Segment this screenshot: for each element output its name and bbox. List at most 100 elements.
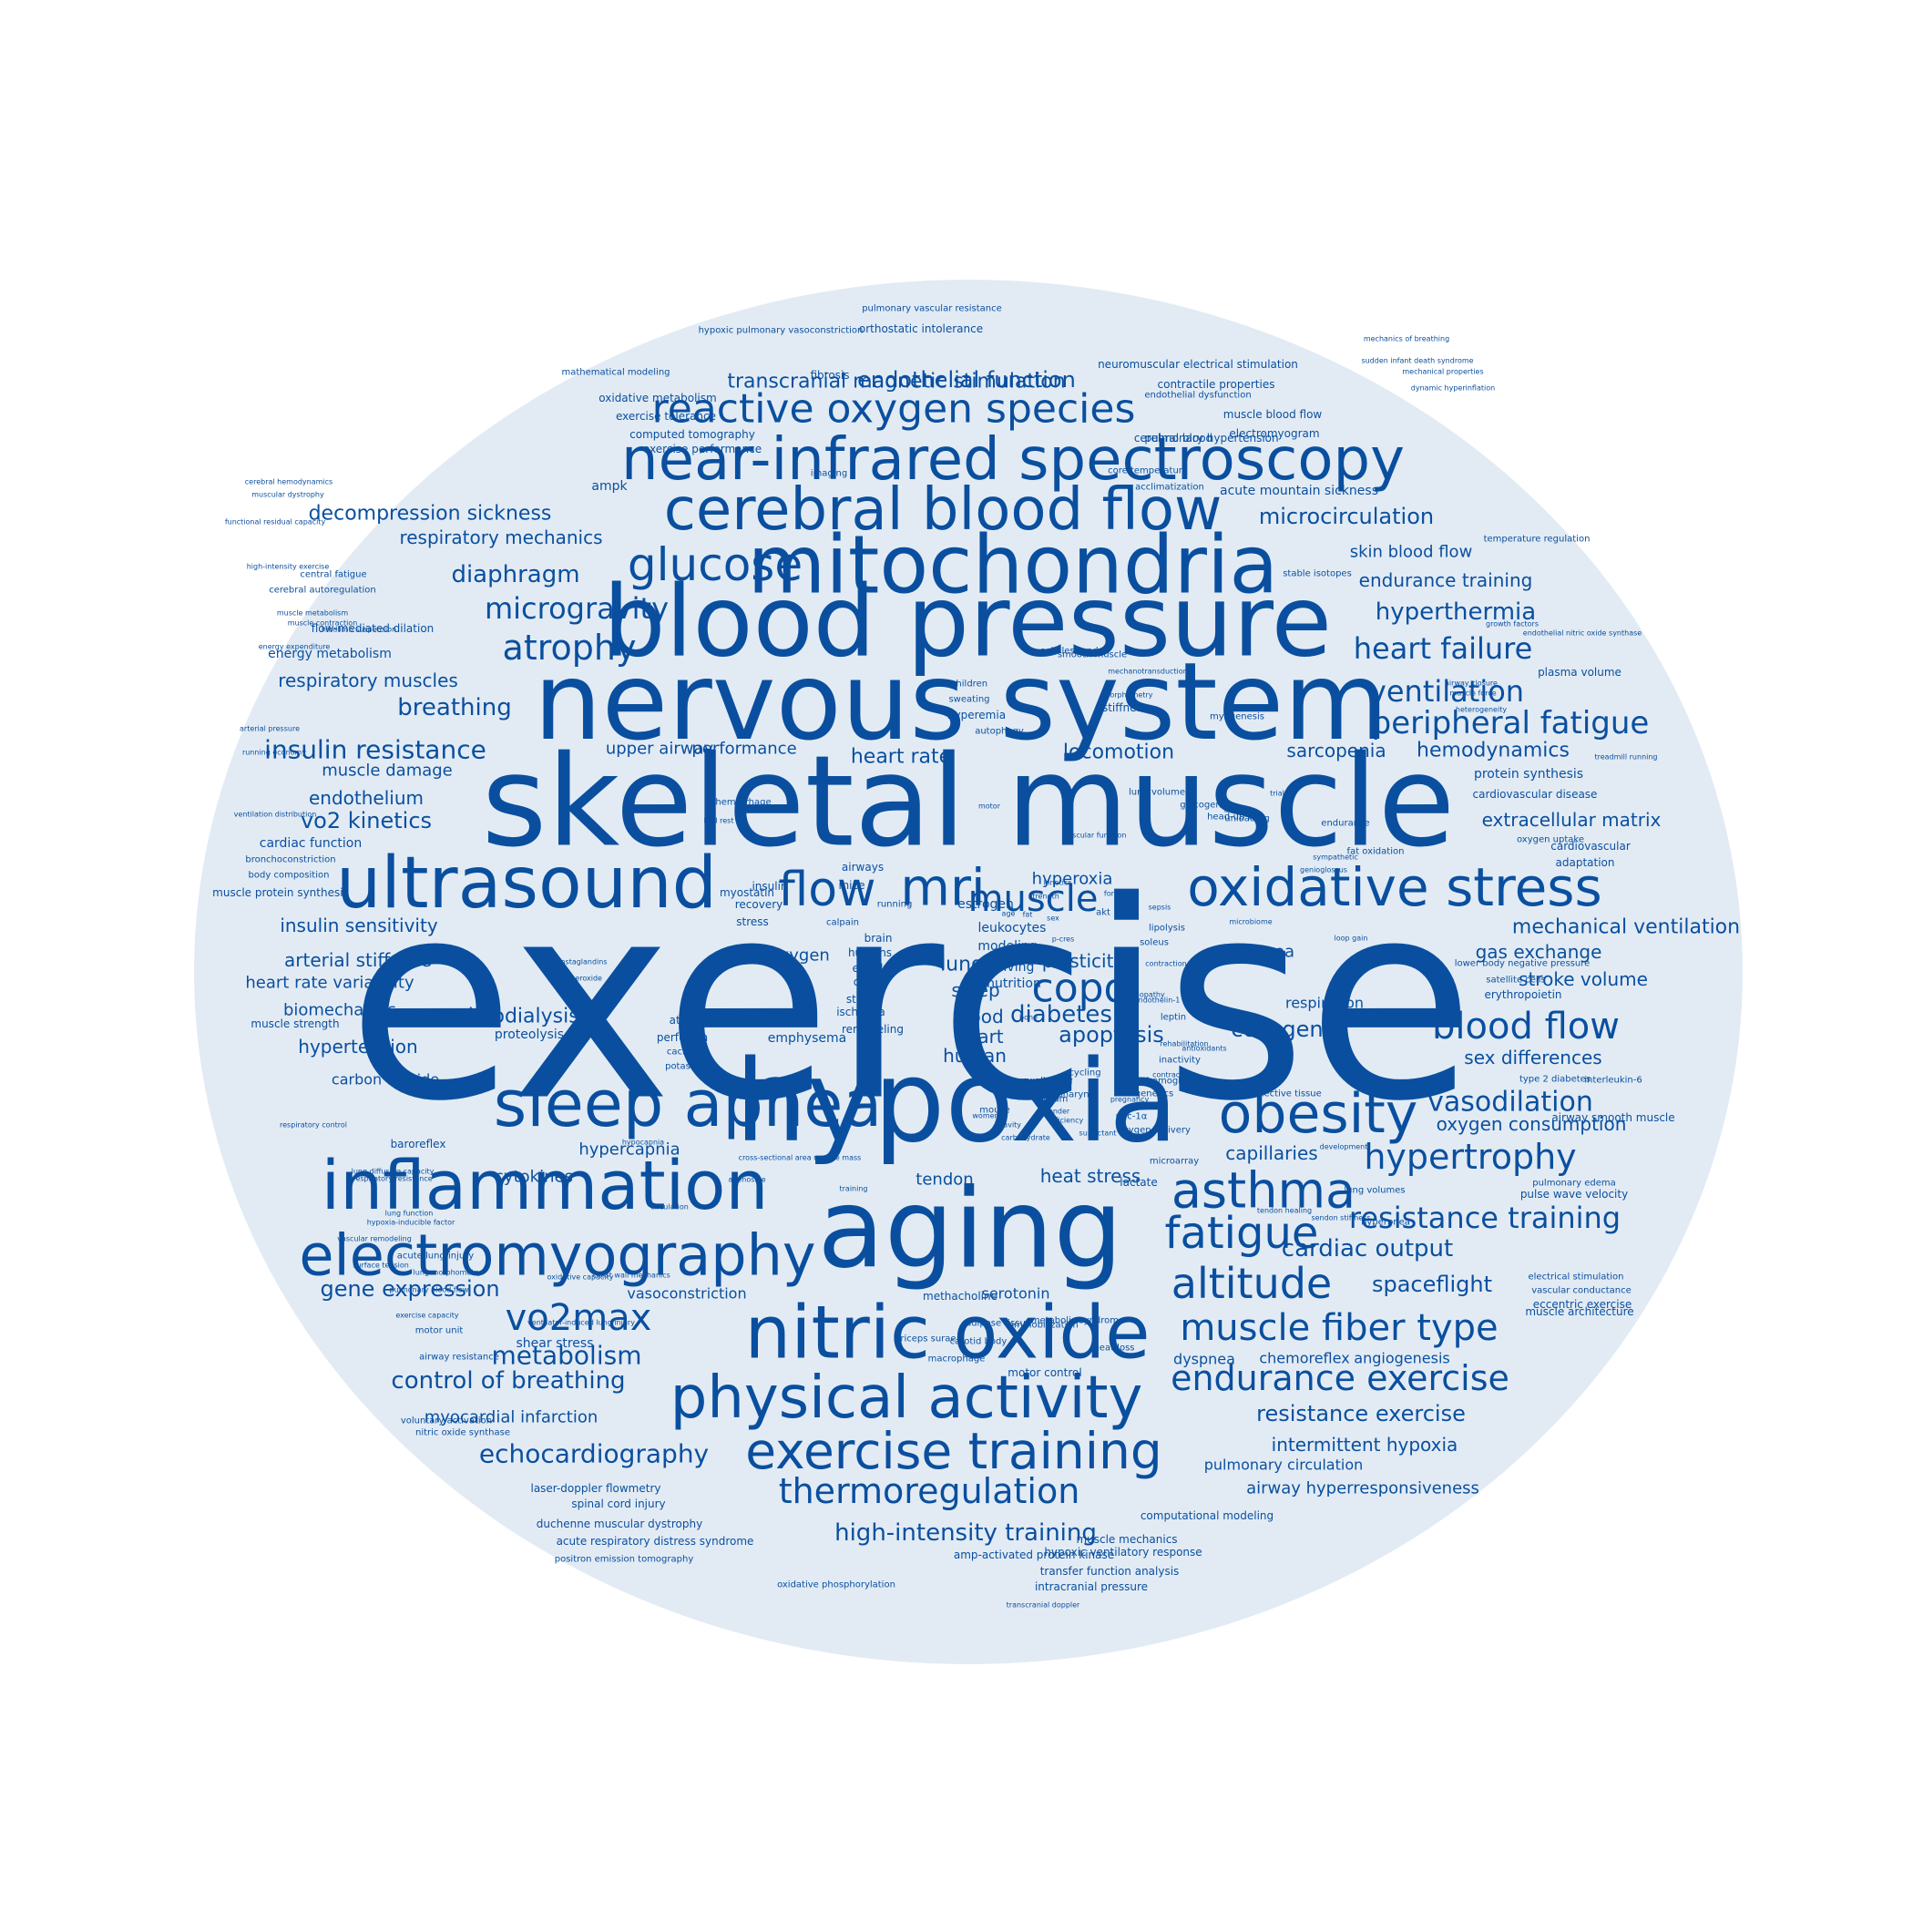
cloud-word: chest wall mechanics (592, 1272, 670, 1280)
cloud-word: pulmonary vascular resistance (862, 304, 1002, 314)
cloud-word: satellite cells (1486, 976, 1545, 986)
cloud-word: acclimatization (1135, 483, 1204, 493)
cloud-word: electromyography (299, 1222, 815, 1289)
cloud-word: shear stress (517, 1336, 594, 1351)
cloud-word: imaging (811, 469, 847, 479)
cloud-word: bone (1019, 1014, 1038, 1022)
cloud-word: hyperpnea (1361, 1218, 1410, 1228)
cloud-word: apoptosis (1059, 1022, 1164, 1048)
cloud-word: computational modeling (1141, 1509, 1274, 1522)
cloud-word: mitochondria (748, 518, 1279, 612)
cloud-word: acute lung injury (397, 1252, 475, 1262)
cloud-word: mechanics of breathing (1364, 335, 1449, 343)
cloud-word: genioglossus (1300, 866, 1347, 874)
cloud-word: energy metabolism (268, 647, 392, 661)
cloud-word: vascular function (1064, 832, 1127, 840)
cloud-word: interleukin-6 (1584, 1076, 1642, 1086)
cloud-word: insulin sensitivity (280, 915, 437, 936)
cloud-word: biomechanics (283, 1001, 396, 1020)
cloud-word: mathematical modeling (561, 368, 670, 378)
cloud-word: heat loss (1093, 1344, 1134, 1354)
cloud-word: genetics (1135, 1089, 1173, 1099)
cloud-word: duchenne muscular dystrophy (537, 1518, 702, 1530)
cloud-word: treadmill running (1594, 753, 1657, 762)
cloud-word: trial (1270, 790, 1284, 798)
cloud-word: motor (978, 802, 1001, 811)
cloud-word: elderly (852, 962, 889, 975)
cloud-word: diving (996, 960, 1035, 975)
cloud-word: hemorrhage (715, 798, 771, 808)
cloud-word: morphometry (1103, 691, 1153, 700)
cloud-word: plasma volume (1538, 666, 1621, 679)
cloud-word: reactive oxygen species (652, 386, 1136, 433)
cloud-word: stroke volume (1519, 968, 1648, 990)
cloud-word: loop gain (1335, 935, 1368, 943)
cloud-word: collagen (1231, 1017, 1323, 1042)
cloud-word: superoxide (562, 975, 602, 983)
cloud-word: women (972, 1112, 998, 1120)
cloud-word: vo2 kinetics (301, 808, 432, 833)
cloud-word: cerebral blood (1134, 432, 1212, 445)
cloud-word: muscle contraction (288, 619, 358, 628)
cloud-word: running (877, 900, 913, 910)
cloud-word: hyperemia (947, 709, 1006, 721)
cloud-word: high-intensity training (834, 1519, 1097, 1547)
cloud-word: angiogenesis (1354, 1350, 1449, 1367)
cloud-word: endothelium (309, 787, 424, 809)
cloud-word: type 2 diabetes (1519, 1075, 1591, 1085)
cloud-word: respiration (1285, 995, 1364, 1012)
cloud-word: obesity (1219, 1082, 1418, 1146)
cloud-word: carbon dioxide (332, 1071, 439, 1089)
cloud-word: copd (1032, 966, 1130, 1012)
cloud-word: microcirculation (1259, 504, 1434, 529)
cloud-word: carbohydrate (1001, 1134, 1050, 1142)
cloud-word: high-intensity exercise (247, 563, 330, 571)
cloud-word: electrical stimulation (1528, 1273, 1623, 1283)
cloud-word: prostaglandins (553, 958, 607, 966)
cloud-word: dynamic hyperinflation (1411, 384, 1495, 393)
cloud-word: laser-doppler flowmetry (530, 1482, 660, 1495)
cloud-word: gait (998, 1078, 1016, 1088)
cloud-word: remodeling (842, 1023, 904, 1036)
cloud-word: muscle metabolism (277, 609, 348, 618)
cloud-word: microarray (1150, 1157, 1199, 1167)
cloud-word: respiratory control (280, 1121, 347, 1130)
cloud-word: pgc-1α (1116, 1112, 1148, 1122)
cloud-word: leukocytes (978, 921, 1047, 935)
cloud-word: muscle damage (322, 762, 453, 781)
cloud-word: cytokines (495, 1168, 573, 1187)
cloud-word: oxygen delivery (1118, 1126, 1191, 1136)
cloud-word: ventilator-induced lung injury (527, 1319, 635, 1327)
cloud-word: tendon (916, 1170, 973, 1190)
cloud-word: oxidative metabolism (598, 392, 716, 404)
cloud-word: exercise performance (643, 443, 762, 455)
cloud-word: leptin (1161, 1013, 1186, 1023)
cloud-word: transcranial doppler (1007, 1601, 1080, 1610)
cloud-word: achilles tendon (1040, 647, 1110, 657)
cloud-word: vascular remodeling (337, 1235, 412, 1243)
cloud-word: heart rate variability (245, 974, 414, 993)
cloud-word: nitric oxide (745, 1291, 1151, 1375)
cloud-word: airway (1224, 806, 1249, 814)
cloud-word: hypercapnia (578, 1140, 680, 1160)
cloud-word: resistance exercise (1256, 1401, 1466, 1426)
cloud-word: plasticity (1042, 950, 1125, 972)
cloud-word: emphysema (768, 1031, 846, 1046)
cloud-word: lactate (1120, 1176, 1157, 1189)
cloud-word: immobilization (1011, 1321, 1079, 1331)
cloud-word: diaphragm (451, 561, 579, 588)
cloud-word: brain (864, 932, 893, 945)
cloud-word: voluntary activation (401, 1416, 492, 1426)
cloud-word: sleep apnea (494, 1067, 882, 1141)
cloud-word: running economy (242, 749, 306, 757)
cloud-word: recovery (735, 898, 783, 911)
cloud-word: diabetes (1010, 1001, 1112, 1028)
cloud-word: acute respiratory distress syndrome (557, 1535, 754, 1548)
cloud-word: estrogen (957, 897, 1014, 912)
cloud-word: gravity (996, 1121, 1021, 1130)
cloud-word: spinal cord injury (571, 1498, 665, 1510)
cloud-word: unloading (1224, 814, 1270, 824)
cloud-word: muscle (968, 878, 1099, 920)
cloud-word: lung diffusing capacity (352, 1168, 435, 1176)
